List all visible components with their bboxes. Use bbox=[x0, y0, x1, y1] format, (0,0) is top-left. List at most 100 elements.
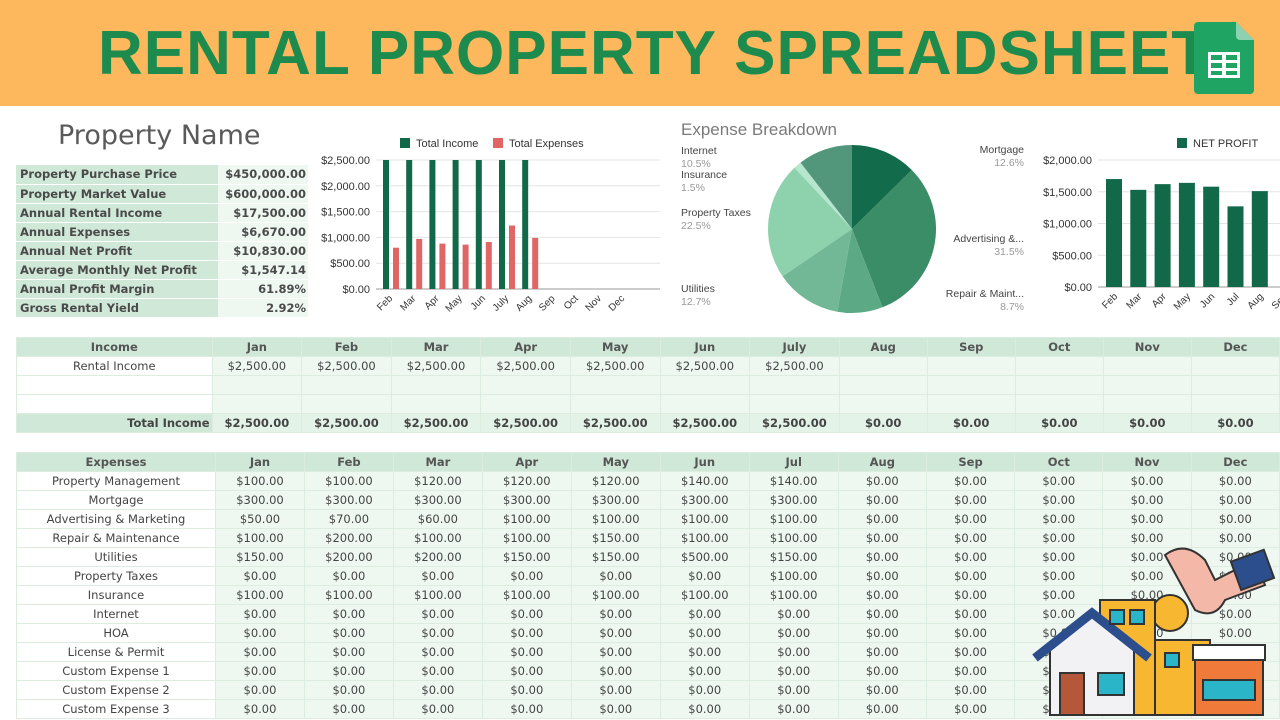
cell[interactable]: $100.00 bbox=[392, 528, 483, 548]
cell[interactable]: $0.00 bbox=[570, 661, 661, 681]
cell[interactable]: $500.00 bbox=[659, 547, 750, 567]
cell[interactable]: $0.00 bbox=[837, 604, 927, 624]
cell[interactable] bbox=[1014, 356, 1104, 376]
row-label[interactable]: Utilities bbox=[16, 547, 216, 567]
cell[interactable]: $0.00 bbox=[837, 509, 927, 529]
cell[interactable]: $0.00 bbox=[481, 566, 572, 586]
cell[interactable] bbox=[659, 394, 751, 414]
cell[interactable]: $0.00 bbox=[748, 699, 839, 719]
cell[interactable]: $0.00 bbox=[659, 680, 750, 700]
cell[interactable]: $100.00 bbox=[570, 585, 661, 605]
cell[interactable]: $0.00 bbox=[392, 642, 483, 662]
cell[interactable]: $0.00 bbox=[1190, 490, 1280, 510]
cell[interactable]: $100.00 bbox=[481, 585, 572, 605]
row-label[interactable]: Rental Income bbox=[16, 356, 213, 376]
cell[interactable]: $2,500.00 bbox=[659, 356, 751, 376]
cell[interactable] bbox=[1014, 375, 1104, 395]
cell[interactable]: $100.00 bbox=[303, 585, 394, 605]
cell[interactable]: $0.00 bbox=[837, 490, 927, 510]
cell[interactable] bbox=[1102, 394, 1192, 414]
cell[interactable]: $300.00 bbox=[570, 490, 661, 510]
row-label[interactable] bbox=[16, 394, 213, 414]
cell[interactable]: $0.00 bbox=[481, 680, 572, 700]
cell[interactable]: $0.00 bbox=[748, 661, 839, 681]
cell[interactable] bbox=[301, 375, 392, 395]
cell[interactable] bbox=[926, 375, 1016, 395]
cell[interactable]: $0.00 bbox=[392, 661, 483, 681]
cell[interactable] bbox=[301, 394, 392, 414]
cell[interactable]: $100.00 bbox=[392, 585, 483, 605]
cell[interactable]: $0.00 bbox=[1014, 585, 1104, 605]
cell[interactable]: $0.00 bbox=[215, 623, 305, 643]
cell[interactable] bbox=[838, 394, 928, 414]
summary-value[interactable]: $10,830.00 bbox=[218, 241, 308, 261]
cell[interactable]: $0.00 bbox=[392, 604, 483, 624]
cell[interactable]: $0.00 bbox=[481, 642, 572, 662]
cell[interactable]: $0.00 bbox=[570, 623, 661, 643]
cell[interactable]: $2,500.00 bbox=[749, 356, 840, 376]
cell[interactable] bbox=[749, 394, 840, 414]
cell[interactable]: $0.00 bbox=[1102, 413, 1192, 433]
cell[interactable]: $0.00 bbox=[659, 699, 750, 719]
cell[interactable]: $0.00 bbox=[570, 699, 661, 719]
cell[interactable]: $100.00 bbox=[570, 509, 661, 529]
cell[interactable]: $2,500.00 bbox=[390, 413, 482, 433]
cell[interactable] bbox=[1102, 356, 1192, 376]
cell[interactable]: $0.00 bbox=[570, 604, 661, 624]
cell[interactable]: $200.00 bbox=[303, 547, 394, 567]
cell[interactable] bbox=[1014, 394, 1104, 414]
cell[interactable]: $2,500.00 bbox=[480, 356, 571, 376]
cell[interactable]: $2,500.00 bbox=[749, 413, 840, 433]
cell[interactable]: $0.00 bbox=[392, 699, 483, 719]
cell[interactable]: $100.00 bbox=[659, 528, 750, 548]
row-label[interactable]: Insurance bbox=[16, 585, 216, 605]
cell[interactable]: $0.00 bbox=[481, 604, 572, 624]
cell[interactable] bbox=[390, 375, 482, 395]
cell[interactable]: $0.00 bbox=[837, 661, 927, 681]
cell[interactable]: $120.00 bbox=[392, 471, 483, 491]
cell[interactable]: $0.00 bbox=[570, 680, 661, 700]
row-label[interactable]: Mortgage bbox=[16, 490, 216, 510]
cell[interactable] bbox=[569, 394, 661, 414]
cell[interactable]: $300.00 bbox=[481, 490, 572, 510]
cell[interactable]: $300.00 bbox=[748, 490, 839, 510]
cell[interactable]: $0.00 bbox=[303, 661, 394, 681]
cell[interactable]: $2,500.00 bbox=[569, 356, 661, 376]
summary-value[interactable]: 2.92% bbox=[218, 298, 308, 318]
cell[interactable] bbox=[1190, 394, 1280, 414]
cell[interactable]: $0.00 bbox=[215, 699, 305, 719]
cell[interactable]: $0.00 bbox=[925, 661, 1016, 681]
cell[interactable] bbox=[390, 394, 482, 414]
cell[interactable]: $0.00 bbox=[837, 642, 927, 662]
cell[interactable]: $0.00 bbox=[837, 471, 927, 491]
row-label[interactable]: License & Permit bbox=[16, 642, 216, 662]
cell[interactable]: $100.00 bbox=[481, 528, 572, 548]
cell[interactable]: $2,500.00 bbox=[301, 413, 392, 433]
cell[interactable]: $150.00 bbox=[570, 528, 661, 548]
cell[interactable]: $0.00 bbox=[837, 528, 927, 548]
cell[interactable]: $120.00 bbox=[481, 471, 572, 491]
cell[interactable]: $0.00 bbox=[392, 566, 483, 586]
cell[interactable]: $0.00 bbox=[215, 661, 305, 681]
cell[interactable]: $0.00 bbox=[1014, 490, 1104, 510]
cell[interactable]: $100.00 bbox=[748, 528, 839, 548]
cell[interactable]: $100.00 bbox=[748, 566, 839, 586]
cell[interactable]: $60.00 bbox=[392, 509, 483, 529]
row-label[interactable]: Total Income bbox=[16, 413, 213, 433]
cell[interactable]: $0.00 bbox=[215, 566, 305, 586]
row-label[interactable]: Property Management bbox=[16, 471, 216, 491]
cell[interactable]: $0.00 bbox=[215, 680, 305, 700]
cell[interactable]: $0.00 bbox=[392, 623, 483, 643]
cell[interactable] bbox=[480, 394, 571, 414]
row-label[interactable]: Repair & Maintenance bbox=[16, 528, 216, 548]
cell[interactable]: $2,500.00 bbox=[211, 356, 303, 376]
summary-value[interactable]: $450,000.00 bbox=[218, 165, 308, 185]
cell[interactable]: $2,500.00 bbox=[301, 356, 392, 376]
cell[interactable]: $0.00 bbox=[570, 566, 661, 586]
cell[interactable]: $120.00 bbox=[570, 471, 661, 491]
cell[interactable]: $0.00 bbox=[837, 623, 927, 643]
summary-value[interactable]: $17,500.00 bbox=[218, 203, 308, 223]
cell[interactable]: $0.00 bbox=[303, 699, 394, 719]
cell[interactable]: $0.00 bbox=[925, 699, 1016, 719]
cell[interactable]: $150.00 bbox=[570, 547, 661, 567]
